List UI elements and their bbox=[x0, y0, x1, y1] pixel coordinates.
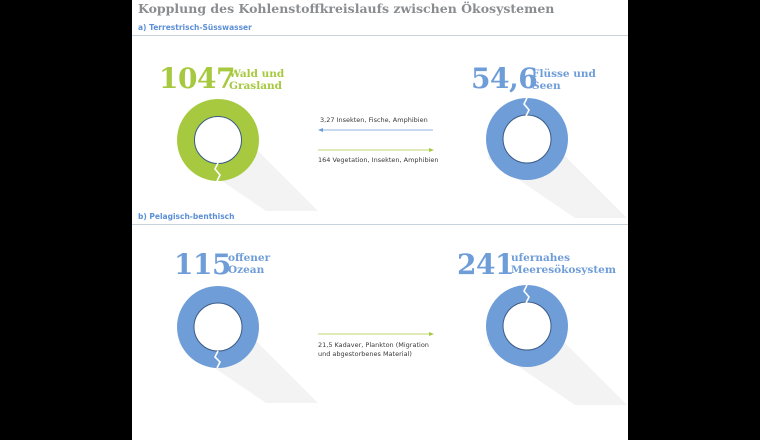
forest-grassland-name-line1: Wald und bbox=[229, 68, 285, 80]
section-a-divider bbox=[132, 35, 628, 36]
section-b-divider bbox=[132, 224, 628, 225]
open-ocean-value: 115 bbox=[174, 248, 231, 281]
forest-grassland-value: 1047 bbox=[159, 62, 235, 95]
flow-aquatic-to-terrestrial-label: 3,27 Insekten, Fische, Amphibien bbox=[320, 116, 428, 124]
forest-grassland-name-line2: Grasland bbox=[229, 80, 282, 92]
rivers-lakes-value: 54,6 bbox=[471, 62, 538, 95]
coastal-marine-value: 241 bbox=[457, 248, 514, 281]
page-title: Kopplung des Kohlenstoffkreislaufs zwisc… bbox=[138, 1, 555, 16]
flow-arrow-ocean-to-coast bbox=[318, 332, 434, 336]
flow-arrow-left bbox=[318, 128, 433, 132]
flow-terrestrial-to-aquatic-label: 164 Vegetation, Insekten, Amphibien bbox=[318, 156, 439, 164]
section-a-label: a) Terrestrisch-Süsswasser bbox=[138, 23, 252, 32]
open-ocean-donut bbox=[177, 286, 318, 403]
coastal-marine-name-line2: Meeresökosystem bbox=[511, 264, 616, 276]
rivers-lakes-donut bbox=[486, 97, 627, 218]
forest-grassland-donut bbox=[177, 99, 318, 211]
section-b-label: b) Pelagisch-benthisch bbox=[138, 212, 235, 221]
coastal-marine-name-line1: ufernahes bbox=[511, 252, 571, 264]
open-ocean-name-line1: offener bbox=[228, 252, 271, 264]
infographic-panel: Kopplung des Kohlenstoffkreislaufs zwisc… bbox=[132, 0, 628, 440]
rivers-lakes-name-line2: Seen bbox=[532, 80, 561, 92]
flow-ocean-to-coast-label-line2: und abgestorbenes Material) bbox=[318, 350, 412, 358]
coastal-marine-donut bbox=[486, 284, 627, 405]
open-ocean-name-line2: Ozean bbox=[228, 264, 265, 276]
flow-arrow-right bbox=[318, 148, 434, 152]
flow-ocean-to-coast-label-line1: 21,5 Kadaver, Plankton (Migration bbox=[318, 341, 429, 349]
rivers-lakes-name-line1: Flüsse und bbox=[532, 68, 596, 80]
